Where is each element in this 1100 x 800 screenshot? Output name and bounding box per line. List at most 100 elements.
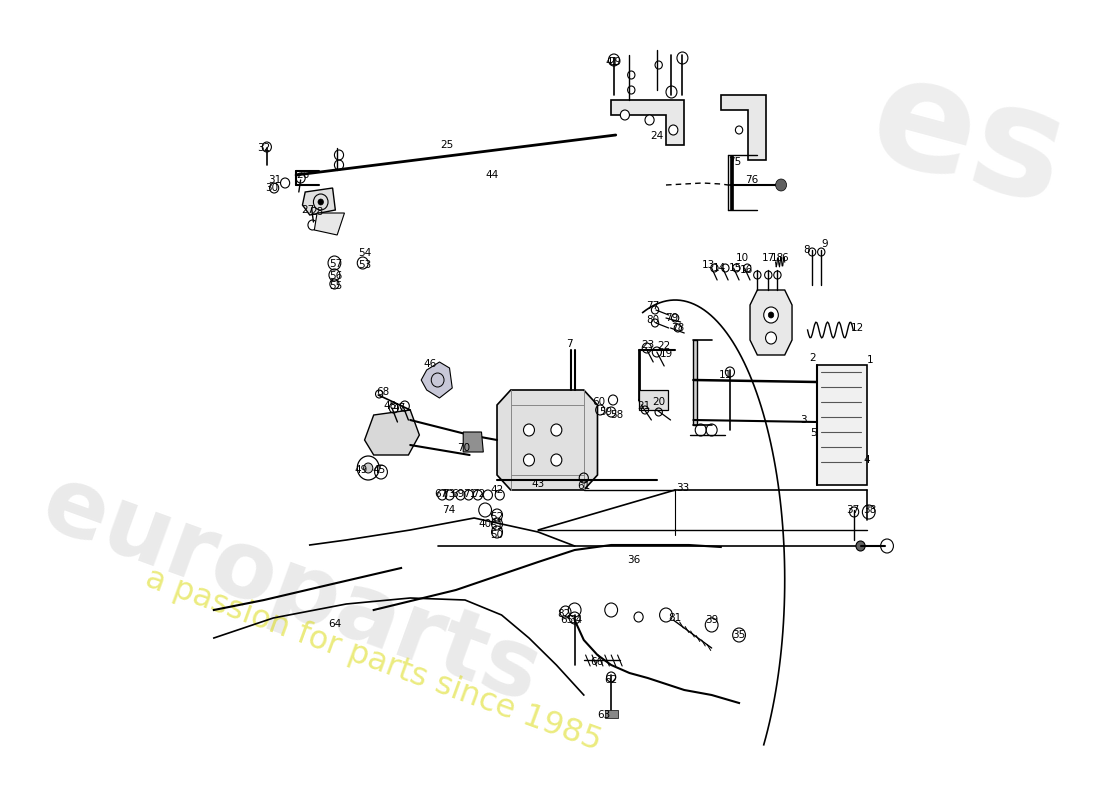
Text: 50: 50 [491,530,504,540]
Text: 3: 3 [800,415,806,425]
Circle shape [551,454,562,466]
Circle shape [524,454,535,466]
Text: 47: 47 [393,403,406,413]
Text: 15: 15 [729,263,743,273]
Text: 9: 9 [822,239,828,249]
Text: 66: 66 [590,657,603,667]
Text: 82: 82 [557,609,570,619]
Text: 7: 7 [565,339,572,349]
Text: 69: 69 [451,489,464,499]
Text: 63: 63 [597,710,611,720]
Text: 43: 43 [531,479,544,489]
Text: 75: 75 [728,157,741,167]
Text: 52: 52 [491,512,504,522]
Bar [816,365,867,485]
Circle shape [669,125,678,135]
Text: 80: 80 [647,315,660,325]
Circle shape [551,424,562,436]
Text: 8: 8 [803,245,810,255]
Text: 5: 5 [811,428,817,438]
Text: 68: 68 [376,387,389,397]
Text: 23: 23 [641,340,654,350]
Text: 17: 17 [761,253,774,263]
Circle shape [620,110,629,120]
Text: 40: 40 [478,519,492,529]
Text: a passion for parts since 1985: a passion for parts since 1985 [142,563,606,757]
Text: 51: 51 [491,521,504,531]
Polygon shape [463,432,483,452]
Text: 11: 11 [718,370,732,380]
Circle shape [645,115,654,125]
Text: europarts: europarts [31,458,552,722]
Text: 19: 19 [659,349,672,359]
Text: 71: 71 [463,489,476,499]
Text: 39: 39 [705,615,718,625]
Polygon shape [497,390,597,490]
Text: 42: 42 [491,485,504,495]
Circle shape [318,199,323,205]
Text: 45: 45 [373,465,386,475]
Circle shape [856,541,865,551]
Text: 44: 44 [486,170,499,180]
Text: 78: 78 [671,323,684,333]
Text: 65: 65 [561,615,574,625]
Text: 25: 25 [440,140,453,150]
Text: 21: 21 [637,401,651,411]
Bar [693,340,697,425]
Circle shape [763,307,779,323]
Text: 10: 10 [736,253,749,263]
Text: 77: 77 [647,301,660,311]
Text: 35: 35 [733,630,746,640]
Text: 49: 49 [354,465,367,475]
Text: 14: 14 [713,263,726,273]
Text: 46: 46 [424,359,437,369]
Circle shape [768,312,773,318]
Text: 81: 81 [669,613,682,623]
Text: 64: 64 [329,619,342,629]
Bar [730,155,733,210]
Bar [605,710,617,718]
Text: 24: 24 [650,131,663,141]
Text: 53: 53 [358,260,371,270]
Text: 26: 26 [297,170,310,180]
Text: 58: 58 [610,410,624,420]
Text: 2: 2 [808,353,815,363]
Text: 74: 74 [442,505,455,515]
Polygon shape [302,188,336,215]
Text: 32: 32 [257,143,271,153]
Text: 6: 6 [781,253,788,263]
Text: 1: 1 [867,355,873,365]
Circle shape [364,463,373,473]
Text: 18: 18 [771,253,784,263]
Text: 61: 61 [578,481,591,491]
Text: 34: 34 [569,615,582,625]
Text: 62: 62 [605,675,618,685]
Text: 36: 36 [627,555,640,565]
Text: 70: 70 [456,443,470,453]
Text: 56: 56 [329,271,342,281]
Text: 79: 79 [664,313,678,323]
Polygon shape [612,100,684,145]
Text: 4: 4 [864,455,870,465]
Polygon shape [364,410,419,455]
Bar [639,390,668,410]
Text: 20: 20 [652,397,666,407]
Text: 29: 29 [608,57,622,67]
Text: 72: 72 [472,489,485,499]
Text: 67: 67 [433,489,447,499]
Text: 54: 54 [358,248,371,258]
Text: 73: 73 [442,489,455,499]
Polygon shape [750,290,792,355]
Text: 60: 60 [593,397,606,407]
Text: 41: 41 [605,57,618,67]
Text: 76: 76 [745,175,759,185]
Text: 37: 37 [847,505,860,515]
Text: 57: 57 [329,259,342,269]
Circle shape [736,126,743,134]
Polygon shape [720,95,767,160]
Text: 12: 12 [851,323,865,333]
Text: 16: 16 [739,265,754,275]
Circle shape [766,332,777,344]
Text: 38: 38 [864,505,877,515]
Text: 33: 33 [675,483,689,493]
